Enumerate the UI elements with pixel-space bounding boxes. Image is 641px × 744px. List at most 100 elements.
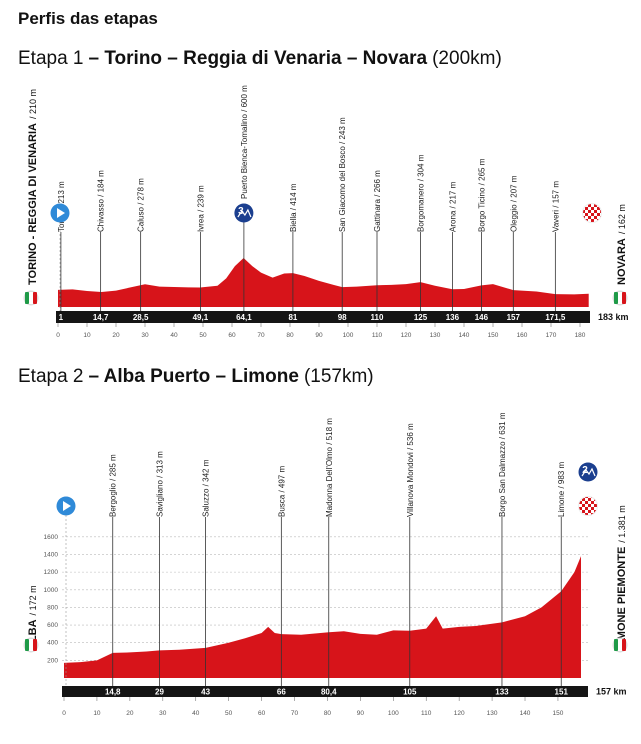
x-tick-label: 100 bbox=[388, 710, 399, 717]
stage-title: Etapa 1– Torino – Reggia di Venaria – No… bbox=[18, 48, 502, 69]
flag-red bbox=[622, 639, 626, 651]
x-tick-label: 110 bbox=[421, 710, 432, 717]
x-tick-label: 110 bbox=[372, 332, 383, 339]
waypoint-label: Borgo Ticino / 265 m bbox=[477, 158, 486, 232]
stage-number: Etapa 1 bbox=[18, 48, 84, 69]
italy-flag bbox=[23, 637, 39, 653]
km-label: 136 bbox=[446, 313, 460, 322]
km-label: 80,4 bbox=[321, 688, 337, 697]
x-tick-label: 30 bbox=[141, 332, 149, 339]
waypoint-label: Borgo San Dalmazzo / 631 m bbox=[498, 412, 507, 517]
km-label: 66 bbox=[277, 688, 286, 697]
waypoint-label: Bergoglio / 285 m bbox=[109, 454, 118, 517]
stage-route: – Torino – Reggia di Venaria – Novara bbox=[89, 48, 428, 69]
km-label: 28,5 bbox=[133, 313, 149, 322]
waypoint-label: Chivasso / 184 m bbox=[97, 170, 106, 232]
start-label: TORINO - REGGIA DI VENARIA / 210 m bbox=[27, 89, 39, 285]
waypoint-label: Gattinara / 266 m bbox=[373, 170, 382, 232]
waypoint-label: Borgomanero / 304 m bbox=[417, 154, 426, 232]
start-arrow bbox=[57, 208, 65, 218]
page-heading: Perfis das etapas bbox=[18, 9, 158, 28]
y-tick-label: 400 bbox=[47, 640, 58, 647]
x-tick-label: 40 bbox=[192, 710, 200, 717]
x-tick-label: 80 bbox=[286, 332, 294, 339]
x-tick-label: 60 bbox=[228, 332, 236, 339]
km-label: 14,7 bbox=[93, 313, 109, 322]
italy-flag bbox=[612, 637, 628, 653]
x-tick-label: 20 bbox=[112, 332, 120, 339]
flag-white bbox=[618, 292, 622, 304]
x-tick-label: 60 bbox=[258, 710, 266, 717]
x-tick-label: 20 bbox=[126, 710, 134, 717]
italy-flag bbox=[23, 290, 39, 306]
km-label: 110 bbox=[371, 313, 384, 322]
x-tick-label: 70 bbox=[291, 710, 299, 717]
y-tick-label: 600 bbox=[47, 622, 58, 629]
km-label: 146 bbox=[475, 313, 489, 322]
climb-icon bbox=[237, 208, 252, 218]
stage-title: Etapa 2– Alba Puerto – Limone (157km) bbox=[18, 366, 374, 387]
x-tick-label: 0 bbox=[62, 710, 66, 717]
km-label: 157 bbox=[507, 313, 521, 322]
x-tick-label: 0 bbox=[56, 332, 60, 339]
y-tick-label: 200 bbox=[47, 657, 58, 664]
x-tick-label: 120 bbox=[401, 332, 412, 339]
waypoint-label: Oleggio / 207 m bbox=[509, 175, 518, 232]
climb-category: 2 bbox=[582, 465, 588, 476]
flag-white bbox=[618, 639, 622, 651]
flag-green bbox=[614, 639, 618, 651]
waypoint-label: Limone / 983 m bbox=[557, 462, 566, 517]
flag-white bbox=[29, 639, 33, 651]
waypoint-label: Savigliano / 313 m bbox=[155, 451, 164, 517]
stage-route: – Alba Puerto – Limone bbox=[89, 366, 299, 387]
flag-red bbox=[33, 292, 37, 304]
flag-white bbox=[29, 292, 33, 304]
waypoint-label: Madonna Dell'Olmo / 518 m bbox=[325, 418, 334, 517]
x-tick-label: 100 bbox=[343, 332, 354, 339]
km-label: 1 bbox=[59, 313, 64, 322]
stage-number: Etapa 2 bbox=[18, 366, 84, 387]
y-tick-label: 800 bbox=[47, 604, 58, 611]
flag-green bbox=[25, 639, 29, 651]
x-tick-label: 90 bbox=[315, 332, 323, 339]
elevation-profile bbox=[64, 556, 581, 678]
distance-bar bbox=[56, 311, 590, 323]
waypoint-label: San Giacomo del Bosco / 243 m bbox=[338, 117, 347, 232]
waypoint-label: Villanova Mondovi / 536 m bbox=[406, 423, 415, 517]
waypoint-label: Puerto Bienca-Tomalino / 600 m bbox=[240, 85, 249, 199]
start-elevation: / 172 m bbox=[28, 585, 38, 615]
start-name: TORINO - REGGIA DI VENARIA bbox=[27, 123, 39, 285]
km-label: 105 bbox=[403, 688, 417, 697]
flag-green bbox=[25, 292, 29, 304]
km-label: 29 bbox=[155, 688, 164, 697]
x-tick-label: 10 bbox=[93, 710, 101, 717]
x-tick-label: 130 bbox=[487, 710, 498, 717]
x-tick-label: 160 bbox=[517, 332, 528, 339]
y-tick-label: 1200 bbox=[44, 569, 59, 576]
km-label: 81 bbox=[288, 313, 297, 322]
x-tick-label: 50 bbox=[199, 332, 207, 339]
finish-elevation: / 162 m bbox=[617, 204, 627, 234]
km-label: 64,1 bbox=[236, 313, 252, 322]
km-label: 151 bbox=[555, 688, 569, 697]
km-label: 125 bbox=[414, 313, 428, 322]
x-tick-label: 140 bbox=[520, 710, 531, 717]
x-tick-label: 40 bbox=[170, 332, 178, 339]
total-distance: 157 km bbox=[596, 687, 627, 697]
flag-green bbox=[614, 292, 618, 304]
x-tick-label: 120 bbox=[454, 710, 465, 717]
waypoint-label: Saluzzo / 342 m bbox=[202, 459, 211, 517]
stage-distance: (200km) bbox=[432, 48, 502, 69]
x-tick-label: 150 bbox=[488, 332, 499, 339]
finish-label: NOVARA / 162 m bbox=[616, 204, 628, 285]
waypoint-label: Biella / 414 m bbox=[289, 183, 298, 232]
start-elevation: / 210 m bbox=[28, 89, 38, 119]
y-tick-label: 1600 bbox=[44, 534, 59, 541]
flag-red bbox=[33, 639, 37, 651]
elevation-profile bbox=[58, 257, 589, 307]
x-tick-label: 50 bbox=[225, 710, 233, 717]
km-label: 171,5 bbox=[545, 313, 566, 322]
km-label: 49,1 bbox=[193, 313, 209, 322]
x-tick-label: 90 bbox=[357, 710, 365, 717]
